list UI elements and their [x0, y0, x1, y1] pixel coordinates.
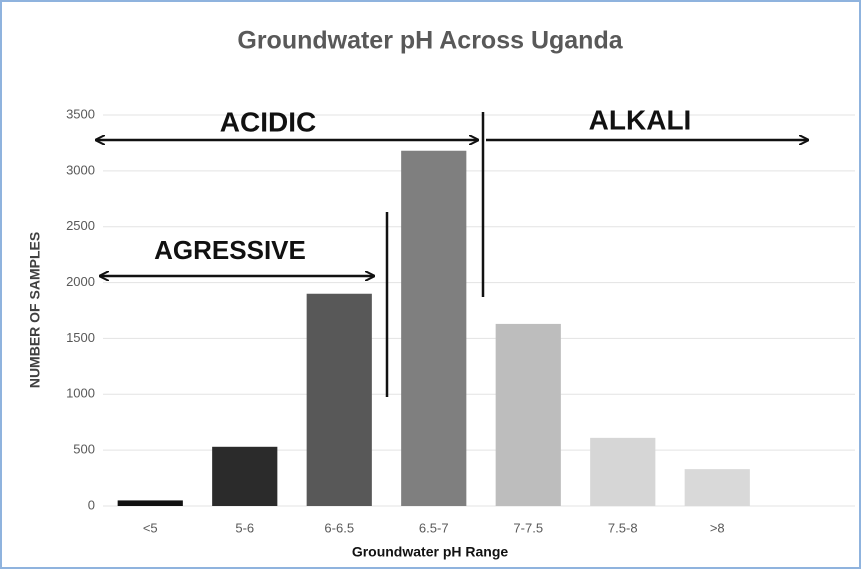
bar: [117, 500, 183, 506]
x-tick-label: >8: [710, 520, 725, 535]
y-tick-label: 1000: [66, 386, 95, 401]
annotation: ALKALI: [589, 104, 692, 135]
y-tick-label: 2500: [66, 218, 95, 233]
chart-title: Groundwater pH Across Uganda: [237, 27, 623, 55]
y-tick-label: 500: [73, 442, 95, 457]
y-tick-label: 0: [88, 497, 95, 512]
y-axis-label: NUMBER OF SAMPLES: [27, 232, 43, 388]
bar: [401, 150, 467, 506]
x-tick-label: <5: [143, 520, 158, 535]
bar: [684, 469, 750, 506]
annotation: AGRESSIVE: [154, 235, 306, 265]
y-tick-label: 3500: [66, 106, 95, 121]
x-tick-label: 6.5-7: [419, 520, 449, 535]
x-tick-label: 7.5-8: [608, 520, 638, 535]
y-tick-label: 1500: [66, 330, 95, 345]
bar: [590, 437, 656, 506]
x-tick-label: 6-6.5: [324, 520, 354, 535]
bar: [495, 323, 561, 506]
x-tick-label: 5-6: [235, 520, 254, 535]
y-tick-label: 3000: [66, 162, 95, 177]
annotations: ACIDIC ALKALI AGRESSIVE: [96, 104, 808, 397]
y-tick-label: 2000: [66, 274, 95, 289]
bar: [306, 293, 372, 506]
x-tick-label: 7-7.5: [513, 520, 543, 535]
annotation: ACIDIC: [220, 106, 316, 137]
plot-area: 0 500 1000 1500 2000 2500 3000 3500 <5 5-6 6-6.5 6.…: [66, 106, 855, 535]
bar: [212, 446, 278, 506]
x-axis-label: Groundwater pH Range: [352, 544, 509, 560]
